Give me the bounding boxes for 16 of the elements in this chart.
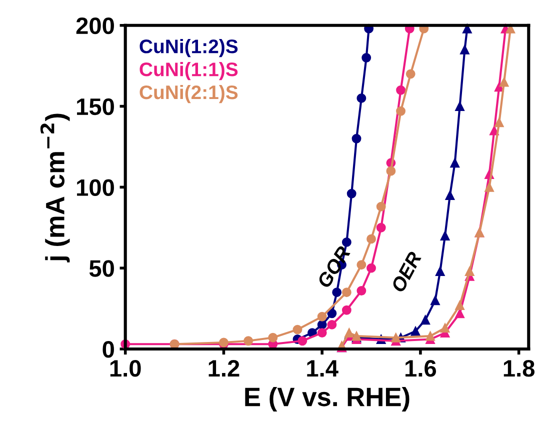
annotation: OER [390,250,422,294]
text: CuNi(2:1)S [140,84,238,104]
y-tick-label: 50 [89,260,114,277]
y-tick-label: 200 [76,17,114,34]
x-axis-title: E (V vs. RHE) [245,386,410,412]
x-tick-label: 1.0 [110,360,141,377]
y-axis-title: j (mA cm$^{−2}$) [40,114,70,262]
x-tick-label: 1.6 [406,360,436,377]
y-tick-label: 150 [77,98,114,116]
text: CuNi(1:2)S [140,38,238,58]
x-tick-label: 1.8 [504,360,534,377]
y-tick-label: 100 [77,179,114,196]
x-tick-label: 1.2 [208,360,240,376]
text: CuNi(1:1)S [140,62,238,80]
y-tick-label: 0 [102,341,114,358]
x-tick-label: 1.4 [307,360,338,376]
